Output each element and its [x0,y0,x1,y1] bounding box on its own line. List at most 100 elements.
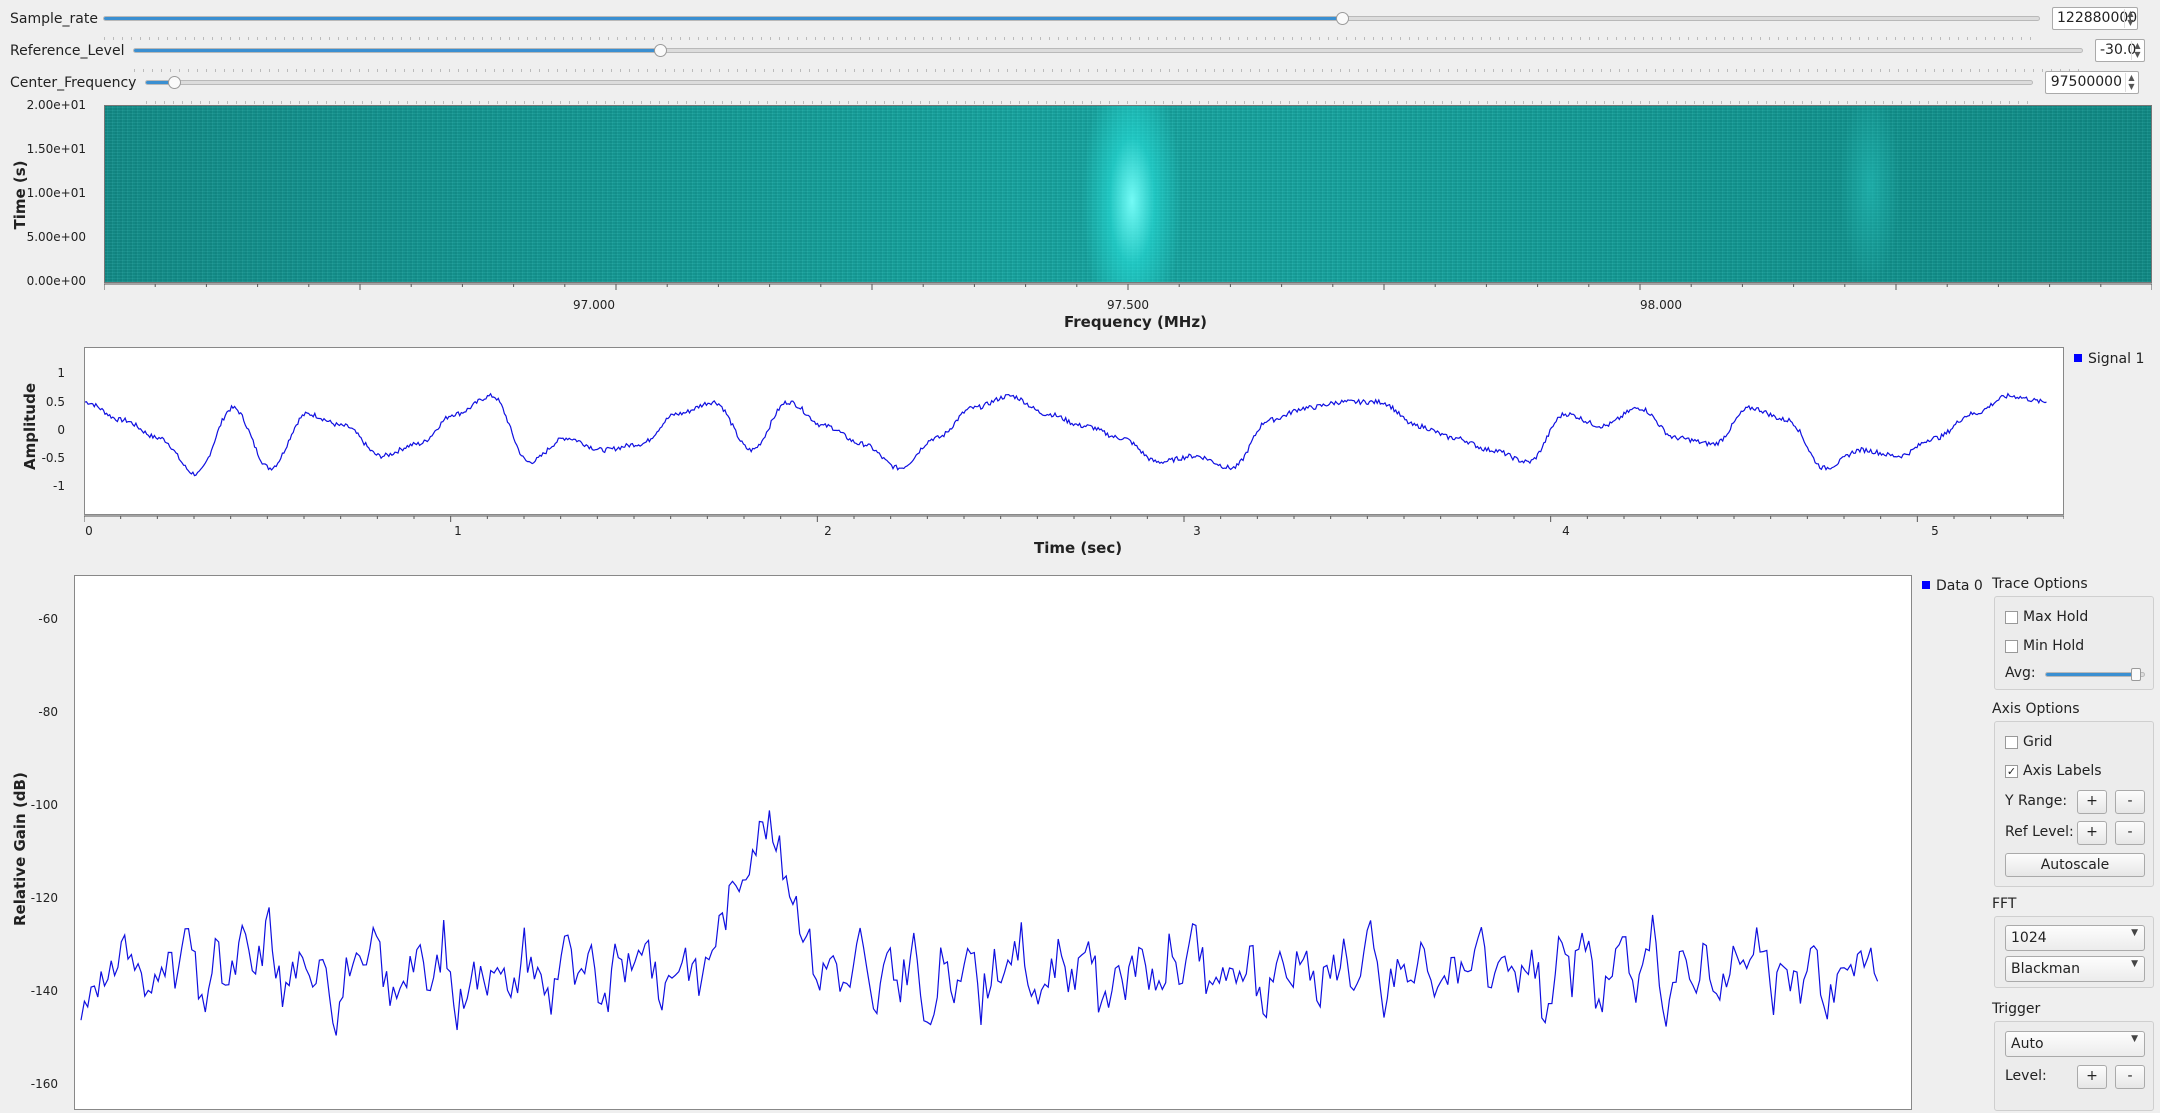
trigger-level-label: Level: [2005,1068,2047,1084]
freq-plot[interactable] [74,575,1912,1110]
time-plot-x-tick: 1 [454,524,462,538]
data-0-legend[interactable]: Data 0 [1922,578,1983,594]
time-plot-canvas [85,392,2047,477]
spin-arrows-icon[interactable]: ▲ ▼ [2125,73,2137,92]
window-select[interactable]: Blackman ▼ [2005,956,2145,982]
center-frequency-row: Center_Frequency 97500000 ▲ ▼ [0,68,2160,104]
legend-swatch-icon [2074,354,2082,362]
freq-plot-y-tick: -120 [30,891,58,905]
time-plot-x-tick: 5 [1931,524,1939,538]
signal-1-trace [85,392,2047,477]
freq-plot-y-tick: -140 [30,984,58,998]
avg-slider[interactable] [2045,668,2145,681]
sample-rate-slider-handle[interactable] [1336,12,1350,25]
freq-plot-canvas [80,810,1879,1036]
sample-rate-slider-fill [104,17,1343,20]
center-frequency-slider-fill [146,81,175,84]
max-hold-label: Max Hold [2023,609,2089,625]
avg-slider-fill [2046,673,2138,676]
window-value: Blackman [2011,961,2080,977]
legend-swatch-icon [1922,581,1930,589]
grid-label: Grid [2023,734,2053,750]
waterfall-x-tick: 97.000 [573,298,615,312]
fft-title: FFT [1992,896,2017,912]
trigger-group: Auto ▼ Level: + - [1994,1021,2154,1111]
data-0-legend-label: Data 0 [1936,578,1983,594]
reference-level-value: -30.0 [2100,42,2137,58]
time-plot-y-tick: 1 [57,366,65,380]
center-frequency-value: 97500000 [2050,74,2122,90]
reference-level-slider-handle[interactable] [653,44,667,57]
signal-1-legend[interactable]: Signal 1 [2074,351,2144,367]
time-plot-x-tick: 2 [824,524,832,538]
trace-options-group: Max Hold Min Hold Avg: [1994,596,2154,690]
spin-arrows-icon[interactable]: ▲ ▼ [2124,9,2136,28]
center-frequency-spinbox[interactable]: 97500000 ▲ ▼ [2045,71,2139,94]
axis-options-group: Grid ✓ Axis Labels Y Range: + - Ref Leve… [1994,721,2154,887]
time-plot-y-tick: -1 [53,479,65,493]
trigger-mode-value: Auto [2011,1036,2044,1052]
time-plot-y-tick: 0.5 [45,395,65,409]
reference-level-slider[interactable] [133,44,2083,72]
ref-level-plus-button[interactable]: + [2077,821,2107,845]
waterfall-x-axis-title: Frequency (MHz) [1064,313,1207,331]
max-hold-checkbox[interactable] [2005,611,2018,624]
y-range-minus-button[interactable]: - [2115,790,2145,814]
ref-level-label: Ref Level: [2005,824,2074,840]
time-plot-y-tick: 0 [57,423,65,437]
time-plot-y-tick: -0.5 [41,451,65,465]
fft-group: 1024 ▼ Blackman ▼ [1994,916,2154,988]
time-plot[interactable] [84,347,2064,515]
check-mark-icon: ✓ [2006,765,2017,778]
sample-rate-label: Sample_rate [10,11,98,27]
reference-level-slider-ticks [134,69,2082,72]
spin-arrows-icon[interactable]: ▲ ▼ [2131,41,2143,60]
freq-plot-y-tick: -80 [38,705,58,719]
center-frequency-slider-ticks [146,101,2032,104]
center-frequency-slider[interactable] [145,76,2033,104]
waterfall-plot[interactable] [104,105,2152,283]
fft-size-select[interactable]: 1024 ▼ [2005,925,2145,951]
waterfall-x-tick: 97.500 [1107,298,1149,312]
fft-size-value: 1024 [2011,930,2047,946]
avg-label: Avg: [2005,665,2036,681]
waterfall-y-tick: 2.00e+01 [26,98,86,112]
freq-plot-y-tick: -160 [30,1077,58,1091]
waterfall-y-tick: 1.50e+01 [26,142,86,156]
reference-level-slider-fill [134,49,660,52]
time-plot-x-axis-title: Time (sec) [1034,539,1123,557]
center-frequency-slider-handle[interactable] [168,76,182,89]
sample-rate-spinbox[interactable]: 122880000 ▲ ▼ [2052,7,2138,30]
trigger-level-minus-button[interactable]: - [2115,1065,2145,1089]
waterfall-x-tick: 98.000 [1640,298,1682,312]
reference-level-spinbox[interactable]: -30.0 ▲ ▼ [2095,39,2145,62]
waterfall-y-tick: 0.00e+00 [26,274,86,288]
signal-1-legend-label: Signal 1 [2088,351,2145,367]
grid-checkbox[interactable] [2005,736,2018,749]
axis-labels-checkbox[interactable]: ✓ [2005,765,2018,778]
y-range-plus-button[interactable]: + [2077,790,2107,814]
min-hold-label: Min Hold [2023,638,2085,654]
axis-labels-label: Axis Labels [2023,763,2102,779]
min-hold-checkbox[interactable] [2005,640,2018,653]
trace-options-title: Trace Options [1992,576,2088,592]
trigger-mode-select[interactable]: Auto ▼ [2005,1031,2145,1057]
data-0-trace [80,810,1879,1036]
freq-plot-y-tick: -100 [30,798,58,812]
time-plot-x-axis [84,515,2064,522]
autoscale-button[interactable]: Autoscale [2005,853,2145,877]
time-plot-x-tick: 4 [1562,524,1570,538]
avg-slider-handle[interactable] [2131,668,2142,681]
waterfall-x-axis [104,283,2152,290]
sample-rate-slider[interactable] [103,12,2040,40]
center-frequency-label: Center_Frequency [10,75,137,91]
ref-level-minus-button[interactable]: - [2115,821,2145,845]
sample-rate-value: 122880000 [2057,10,2138,26]
trigger-title: Trigger [1992,1001,2041,1017]
sample-rate-slider-ticks [104,37,2039,40]
time-plot-x-tick: 3 [1193,524,1201,538]
freq-plot-y-tick: -60 [38,612,58,626]
chevron-down-icon: ▼ [2131,959,2138,969]
y-range-label: Y Range: [2005,793,2068,809]
trigger-level-plus-button[interactable]: + [2077,1065,2107,1089]
